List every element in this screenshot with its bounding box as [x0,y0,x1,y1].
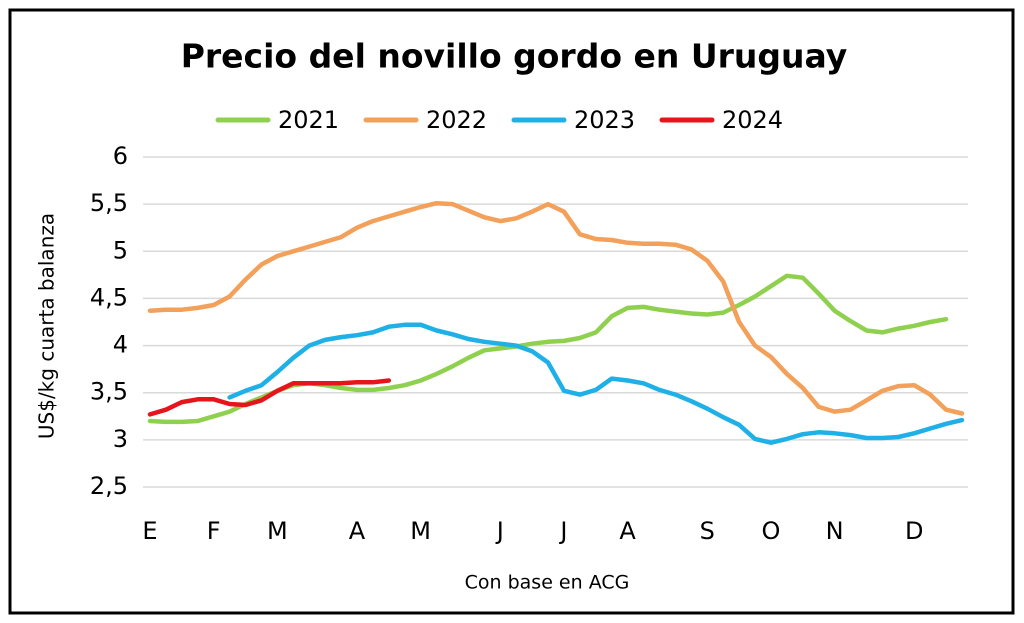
x-tick-label: A [619,517,636,545]
chart-title: Precio del novillo gordo en Uruguay [181,37,848,76]
series-line [227,322,965,445]
x-tick-label: O [761,517,780,545]
legend-label: 2024 [722,106,783,134]
y-axis-label: US$/kg cuarta balanza [35,213,59,439]
x-tick-label: J [495,517,504,545]
y-tick-label: 2,5 [90,472,128,500]
x-axis-label: Con base en ACG [465,572,630,594]
legend-label: 2021 [278,106,339,134]
y-tick-label: 5,5 [90,189,128,217]
legend-label: 2023 [574,106,635,134]
x-tick-label: A [349,517,366,545]
x-tick-label: S [700,517,715,545]
y-tick-label: 5 [113,236,128,264]
x-tick-label: M [267,517,288,545]
x-tick-label: F [207,517,221,545]
series-line [147,200,965,416]
y-tick-label: 4,5 [90,283,128,311]
legend-label: 2022 [426,106,487,134]
y-tick-label: 3,5 [90,378,128,406]
x-tick-label: E [142,517,157,545]
x-tick-label: J [558,517,567,545]
series-line [147,378,392,417]
y-tick-label: 3 [113,425,128,453]
x-tick-label: D [905,517,923,545]
x-tick-label: M [410,517,431,545]
y-tick-label: 6 [113,142,128,170]
x-tick-label: N [826,517,844,545]
y-tick-label: 4 [113,331,128,359]
